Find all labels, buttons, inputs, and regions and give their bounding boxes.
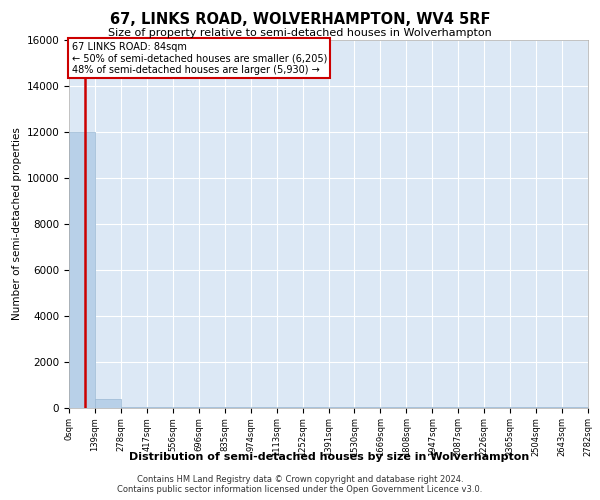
Y-axis label: Number of semi-detached properties: Number of semi-detached properties bbox=[13, 128, 22, 320]
Bar bbox=[95, 400, 121, 407]
Text: 67, LINKS ROAD, WOLVERHAMPTON, WV4 5RF: 67, LINKS ROAD, WOLVERHAMPTON, WV4 5RF bbox=[110, 12, 490, 28]
Bar bbox=[69, 132, 95, 407]
Text: 67 LINKS ROAD: 84sqm
← 50% of semi-detached houses are smaller (6,205)
48% of se: 67 LINKS ROAD: 84sqm ← 50% of semi-detac… bbox=[71, 42, 327, 75]
Text: Distribution of semi-detached houses by size in Wolverhampton: Distribution of semi-detached houses by … bbox=[128, 452, 529, 462]
Text: Size of property relative to semi-detached houses in Wolverhampton: Size of property relative to semi-detach… bbox=[108, 28, 492, 38]
Text: Contains HM Land Registry data © Crown copyright and database right 2024.
Contai: Contains HM Land Registry data © Crown c… bbox=[118, 474, 482, 494]
